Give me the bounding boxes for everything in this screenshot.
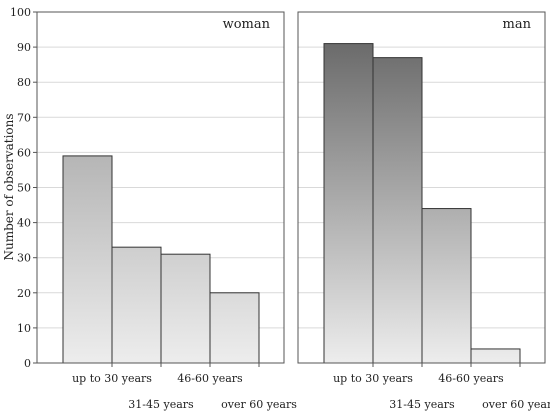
y-axis-label: Number of observations	[2, 113, 16, 260]
bars	[62, 155, 260, 364]
panel-title: man	[503, 17, 532, 32]
bar-31-45-years	[372, 57, 423, 364]
bar-over-60-years	[470, 348, 521, 364]
x-tick-label: over 60 years	[482, 398, 550, 411]
y-tick-label: 80	[17, 76, 31, 89]
bar-46-60-years	[421, 208, 472, 364]
bars	[323, 43, 521, 364]
bar-up-to-30-years	[62, 155, 113, 364]
x-tick-label: 46-60 years	[438, 372, 504, 385]
panel-woman: woman up to 30 years 31-45 years 46-60 yea…	[36, 11, 297, 411]
y-tick-label: 50	[17, 182, 31, 195]
y-tick-label: 60	[17, 146, 31, 159]
x-axis-labels: up to 30 years 31-45 years 46-60 years over…	[72, 363, 297, 411]
y-axis-ticks: 0 10 20 30 40 50 60 70 80 90 100	[10, 6, 37, 370]
x-tick-label: up to 30 years	[72, 372, 152, 385]
panel-man: man up to 30 years 31-45 years 46-60 years…	[297, 11, 550, 411]
y-tick-label: 40	[17, 217, 31, 230]
bar-up-to-30-years	[323, 43, 374, 364]
bar-over-60-years	[209, 292, 260, 364]
x-tick-label: 31-45 years	[389, 398, 455, 411]
x-tick-label: 31-45 years	[128, 398, 194, 411]
x-tick-label: over 60 years	[221, 398, 297, 411]
y-tick-label: 20	[17, 287, 31, 300]
y-tick-label: 10	[17, 322, 31, 335]
bar-31-45-years	[111, 246, 162, 364]
x-axis-labels: up to 30 years 31-45 years 46-60 years over…	[333, 363, 550, 411]
x-tick-label: 46-60 years	[177, 372, 243, 385]
bar-46-60-years	[160, 253, 211, 364]
y-tick-label: 90	[17, 41, 31, 54]
x-tick-label: up to 30 years	[333, 372, 413, 385]
y-tick-label: 30	[17, 252, 31, 265]
y-tick-label: 0	[24, 357, 31, 370]
y-tick-label: 70	[17, 111, 31, 124]
panel-title: woman	[223, 17, 271, 32]
y-tick-label: 100	[10, 6, 31, 19]
